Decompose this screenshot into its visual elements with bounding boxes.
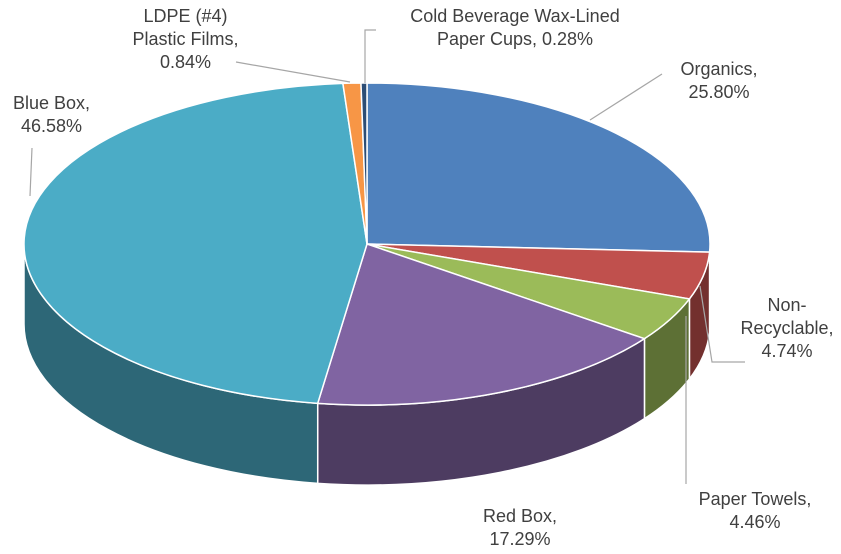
leader-line bbox=[699, 285, 745, 363]
slice bbox=[360, 82, 368, 245]
data-label: Non-Recyclable, 4.74% bbox=[735, 294, 839, 363]
slice bbox=[366, 82, 711, 253]
label-name: Cold Beverage Wax-Lined Paper Cups, bbox=[410, 6, 620, 49]
label-name: Blue Box, bbox=[12, 93, 91, 113]
slice bbox=[23, 82, 368, 405]
slice bbox=[316, 243, 647, 406]
label-value: 25.80% bbox=[688, 82, 750, 102]
label-name: Paper Towels, bbox=[698, 489, 812, 509]
label-value: 4.46% bbox=[729, 512, 781, 532]
label-value: 0.84% bbox=[159, 52, 212, 72]
leader-line bbox=[364, 29, 376, 83]
label-name: Non-Recyclable, bbox=[740, 295, 834, 338]
label-value: 4.74% bbox=[761, 341, 813, 361]
data-label: Cold Beverage Wax-Lined Paper Cups, 0.28… bbox=[385, 5, 645, 51]
data-label: Blue Box, 46.58% bbox=[4, 92, 99, 138]
label-value: 0.28% bbox=[542, 29, 594, 49]
leader-line bbox=[589, 73, 663, 121]
data-label: Red Box, 17.29% bbox=[470, 505, 570, 551]
data-label: Paper Towels, 4.46% bbox=[680, 488, 830, 534]
label-name: Organics, bbox=[680, 59, 758, 79]
leader-line bbox=[235, 61, 351, 83]
data-label: Organics, 25.80% bbox=[664, 58, 774, 104]
label-value: 17.29% bbox=[489, 529, 551, 549]
label-name: Red Box, bbox=[482, 506, 558, 526]
leader-line bbox=[29, 147, 33, 197]
data-label: LDPE (#4) Plastic Films, 0.84% bbox=[118, 5, 253, 74]
label-name: LDPE (#4) Plastic Films, bbox=[132, 6, 239, 49]
label-value: 46.58% bbox=[20, 116, 83, 136]
